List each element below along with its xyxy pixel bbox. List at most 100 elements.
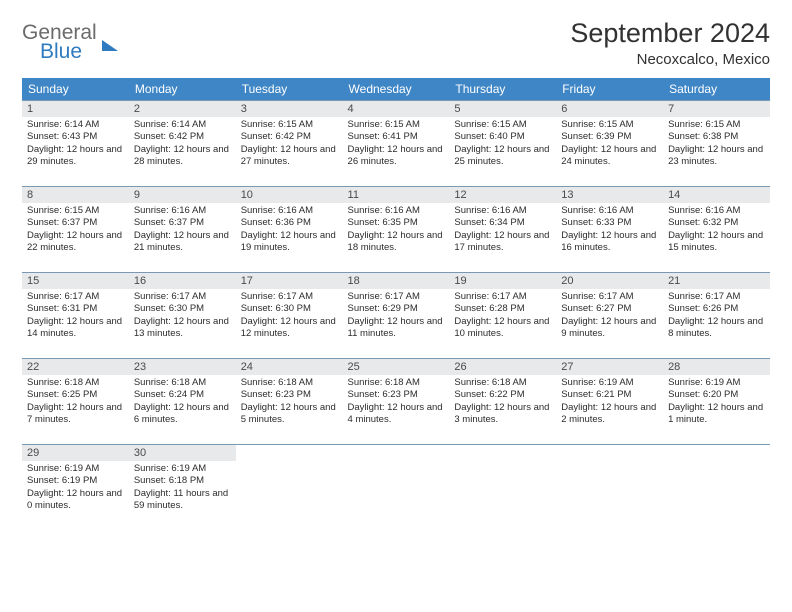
day-number: 11 <box>343 187 450 203</box>
calendar-cell: 26Sunrise: 6:18 AMSunset: 6:22 PMDayligh… <box>449 359 556 445</box>
sunset-line: Sunset: 6:32 PM <box>668 217 765 229</box>
day-details: Sunrise: 6:19 AMSunset: 6:21 PMDaylight:… <box>556 375 663 430</box>
day-number: 19 <box>449 273 556 289</box>
sunset-line: Sunset: 6:42 PM <box>241 131 338 143</box>
sunset-line: Sunset: 6:40 PM <box>454 131 551 143</box>
day-number: 23 <box>129 359 236 375</box>
day-details: Sunrise: 6:16 AMSunset: 6:33 PMDaylight:… <box>556 203 663 258</box>
sunrise-line: Sunrise: 6:17 AM <box>668 291 765 303</box>
calendar-cell: 29Sunrise: 6:19 AMSunset: 6:19 PMDayligh… <box>22 445 129 531</box>
day-number: 20 <box>556 273 663 289</box>
sunset-line: Sunset: 6:24 PM <box>134 389 231 401</box>
weekday-header: Friday <box>556 78 663 101</box>
logo: General Blue <box>22 18 118 62</box>
daylight-line: Daylight: 12 hours and 27 minutes. <box>241 144 338 169</box>
sunrise-line: Sunrise: 6:15 AM <box>454 119 551 131</box>
sunset-line: Sunset: 6:20 PM <box>668 389 765 401</box>
day-details: Sunrise: 6:18 AMSunset: 6:22 PMDaylight:… <box>449 375 556 430</box>
sunrise-line: Sunrise: 6:15 AM <box>241 119 338 131</box>
sunset-line: Sunset: 6:31 PM <box>27 303 124 315</box>
sunrise-line: Sunrise: 6:17 AM <box>27 291 124 303</box>
day-details: Sunrise: 6:15 AMSunset: 6:38 PMDaylight:… <box>663 117 770 172</box>
calendar-week-row: 22Sunrise: 6:18 AMSunset: 6:25 PMDayligh… <box>22 359 770 445</box>
daylight-line: Daylight: 12 hours and 7 minutes. <box>27 402 124 427</box>
day-details: Sunrise: 6:15 AMSunset: 6:39 PMDaylight:… <box>556 117 663 172</box>
sunset-line: Sunset: 6:22 PM <box>454 389 551 401</box>
calendar-cell: 11Sunrise: 6:16 AMSunset: 6:35 PMDayligh… <box>343 187 450 273</box>
sunrise-line: Sunrise: 6:17 AM <box>134 291 231 303</box>
calendar-cell <box>556 445 663 531</box>
calendar-cell: 15Sunrise: 6:17 AMSunset: 6:31 PMDayligh… <box>22 273 129 359</box>
title-block: September 2024 Necoxcalco, Mexico <box>570 18 770 68</box>
calendar-cell: 27Sunrise: 6:19 AMSunset: 6:21 PMDayligh… <box>556 359 663 445</box>
calendar-week-row: 29Sunrise: 6:19 AMSunset: 6:19 PMDayligh… <box>22 445 770 531</box>
day-number: 30 <box>129 445 236 461</box>
daylight-line: Daylight: 12 hours and 22 minutes. <box>27 230 124 255</box>
daylight-line: Daylight: 12 hours and 15 minutes. <box>668 230 765 255</box>
sunset-line: Sunset: 6:29 PM <box>348 303 445 315</box>
daylight-line: Daylight: 12 hours and 19 minutes. <box>241 230 338 255</box>
sunrise-line: Sunrise: 6:15 AM <box>348 119 445 131</box>
sunset-line: Sunset: 6:43 PM <box>27 131 124 143</box>
sunrise-line: Sunrise: 6:16 AM <box>348 205 445 217</box>
daylight-line: Daylight: 12 hours and 2 minutes. <box>561 402 658 427</box>
daylight-line: Daylight: 12 hours and 28 minutes. <box>134 144 231 169</box>
sunset-line: Sunset: 6:39 PM <box>561 131 658 143</box>
sunset-line: Sunset: 6:27 PM <box>561 303 658 315</box>
header: General Blue September 2024 Necoxcalco, … <box>22 18 770 68</box>
weekday-header: Monday <box>129 78 236 101</box>
calendar-cell <box>236 445 343 531</box>
sunset-line: Sunset: 6:28 PM <box>454 303 551 315</box>
calendar-cell: 8Sunrise: 6:15 AMSunset: 6:37 PMDaylight… <box>22 187 129 273</box>
sunrise-line: Sunrise: 6:18 AM <box>454 377 551 389</box>
calendar-cell: 24Sunrise: 6:18 AMSunset: 6:23 PMDayligh… <box>236 359 343 445</box>
sunset-line: Sunset: 6:35 PM <box>348 217 445 229</box>
sunrise-line: Sunrise: 6:18 AM <box>27 377 124 389</box>
sunrise-line: Sunrise: 6:17 AM <box>454 291 551 303</box>
day-details: Sunrise: 6:14 AMSunset: 6:43 PMDaylight:… <box>22 117 129 172</box>
day-number: 6 <box>556 101 663 117</box>
calendar-cell: 4Sunrise: 6:15 AMSunset: 6:41 PMDaylight… <box>343 101 450 187</box>
day-details: Sunrise: 6:17 AMSunset: 6:30 PMDaylight:… <box>129 289 236 344</box>
day-details: Sunrise: 6:17 AMSunset: 6:31 PMDaylight:… <box>22 289 129 344</box>
calendar-cell: 19 Sunrise: 6:17 AMSunset: 6:28 PMDayligh… <box>449 273 556 359</box>
sunrise-line: Sunrise: 6:14 AM <box>27 119 124 131</box>
day-number: 12 <box>449 187 556 203</box>
day-details: Sunrise: 6:18 AMSunset: 6:25 PMDaylight:… <box>22 375 129 430</box>
month-title: September 2024 <box>570 18 770 49</box>
daylight-line: Daylight: 12 hours and 17 minutes. <box>454 230 551 255</box>
day-number: 27 <box>556 359 663 375</box>
calendar-cell: 1Sunrise: 6:14 AMSunset: 6:43 PMDaylight… <box>22 101 129 187</box>
calendar-cell: 14Sunrise: 6:16 AMSunset: 6:32 PMDayligh… <box>663 187 770 273</box>
calendar-week-row: 15Sunrise: 6:17 AMSunset: 6:31 PMDayligh… <box>22 273 770 359</box>
calendar-cell: 10Sunrise: 6:16 AMSunset: 6:36 PMDayligh… <box>236 187 343 273</box>
day-number: 15 <box>22 273 129 289</box>
day-number: 1 <box>22 101 129 117</box>
calendar-cell: 3Sunrise: 6:15 AMSunset: 6:42 PMDaylight… <box>236 101 343 187</box>
day-details: Sunrise: 6:17 AMSunset: 6:30 PMDaylight:… <box>236 289 343 344</box>
location: Necoxcalco, Mexico <box>570 51 770 68</box>
daylight-line: Daylight: 12 hours and 10 minutes. <box>454 316 551 341</box>
day-number: 21 <box>663 273 770 289</box>
sunset-line: Sunset: 6:21 PM <box>561 389 658 401</box>
day-number: 29 <box>22 445 129 461</box>
sunset-line: Sunset: 6:37 PM <box>27 217 124 229</box>
calendar-cell: 16Sunrise: 6:17 AMSunset: 6:30 PMDayligh… <box>129 273 236 359</box>
sunrise-line: Sunrise: 6:15 AM <box>668 119 765 131</box>
sunset-line: Sunset: 6:30 PM <box>241 303 338 315</box>
sunrise-line: Sunrise: 6:17 AM <box>348 291 445 303</box>
weekday-header: Thursday <box>449 78 556 101</box>
day-number: 25 <box>343 359 450 375</box>
sunset-line: Sunset: 6:18 PM <box>134 475 231 487</box>
daylight-line: Daylight: 12 hours and 25 minutes. <box>454 144 551 169</box>
daylight-line: Daylight: 12 hours and 9 minutes. <box>561 316 658 341</box>
daylight-line: Daylight: 12 hours and 21 minutes. <box>134 230 231 255</box>
sunset-line: Sunset: 6:34 PM <box>454 217 551 229</box>
day-details: Sunrise: 6:15 AMSunset: 6:40 PMDaylight:… <box>449 117 556 172</box>
calendar-cell: 13Sunrise: 6:16 AMSunset: 6:33 PMDayligh… <box>556 187 663 273</box>
calendar-cell: 23Sunrise: 6:18 AMSunset: 6:24 PMDayligh… <box>129 359 236 445</box>
calendar-body: 1Sunrise: 6:14 AMSunset: 6:43 PMDaylight… <box>22 101 770 531</box>
daylight-line: Daylight: 12 hours and 13 minutes. <box>134 316 231 341</box>
sunrise-line: Sunrise: 6:19 AM <box>561 377 658 389</box>
calendar-week-row: 8Sunrise: 6:15 AMSunset: 6:37 PMDaylight… <box>22 187 770 273</box>
